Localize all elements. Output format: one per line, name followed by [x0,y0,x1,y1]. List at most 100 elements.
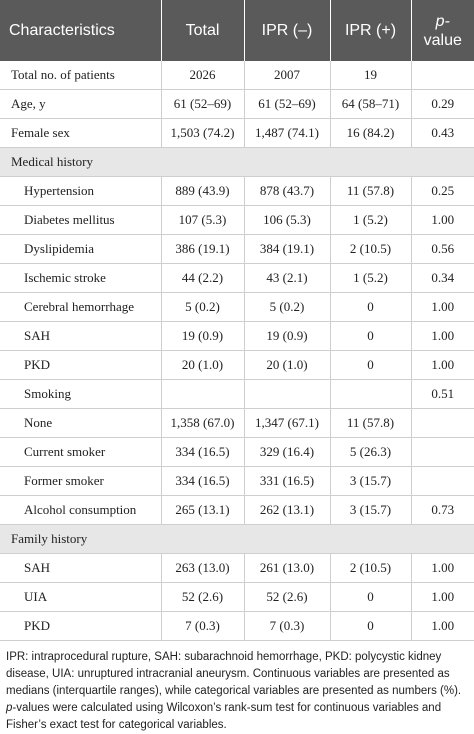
cell-ipr-negative: 384 (19.1) [244,234,331,264]
cell-total: 263 (13.0) [161,553,245,583]
cell-total: 20 (1.0) [161,350,245,380]
table-row: UIA 52 (2.6) 52 (2.6) 0 1.00 [0,582,474,612]
cell-total: 61 (52–69) [161,89,245,119]
cell-total: 2026 [161,61,245,90]
table-row: Dyslipidemia 386 (19.1) 384 (19.1) 2 (10… [0,234,474,264]
cell-p-value: 1.00 [411,553,474,583]
row-label: SAH [0,553,162,583]
cell-ipr-positive: 0 [330,582,412,612]
cell-p-value [411,437,474,467]
row-label: Age, y [0,89,162,119]
section-label: Medical history [0,147,474,177]
cell-ipr-negative: 1,487 (74.1) [244,118,331,148]
cell-total: 7 (0.3) [161,611,245,641]
footnote-p-letter: p [6,702,13,714]
cell-ipr-positive: 11 (57.8) [330,408,412,438]
cell-p-value: 0.56 [411,234,474,264]
cell-ipr-positive: 3 (15.7) [330,495,412,525]
row-label: Dyslipidemia [0,234,162,264]
row-label: Ischemic stroke [0,263,162,293]
cell-ipr-negative: 1,347 (67.1) [244,408,331,438]
table-row: Hypertension 889 (43.9) 878 (43.7) 11 (5… [0,176,474,206]
cell-total: 107 (5.3) [161,205,245,235]
cell-ipr-negative: 106 (5.3) [244,205,331,235]
cell-ipr-positive: 0 [330,350,412,380]
cell-ipr-positive: 1 (5.2) [330,205,412,235]
table-row: PKD 7 (0.3) 7 (0.3) 0 1.00 [0,611,474,641]
cell-p-value [411,466,474,496]
cell-ipr-negative: 261 (13.0) [244,553,331,583]
cell-ipr-positive: 11 (57.8) [330,176,412,206]
cell-ipr-negative: 19 (0.9) [244,321,331,351]
table-row: Female sex 1,503 (74.2) 1,487 (74.1) 16 … [0,118,474,148]
cell-ipr-negative: 7 (0.3) [244,611,331,641]
cell-p-value: 1.00 [411,582,474,612]
cell-ipr-positive: 2 (10.5) [330,234,412,264]
cell-ipr-positive: 5 (26.3) [330,437,412,467]
table-row: Former smoker 334 (16.5) 331 (16.5) 3 (1… [0,466,474,496]
row-label: Total no. of patients [0,61,162,90]
table-row: Age, y 61 (52–69) 61 (52–69) 64 (58–71) … [0,89,474,119]
col-header-p-value: p-value [411,0,474,61]
cell-total: 44 (2.2) [161,263,245,293]
row-label: Current smoker [0,437,162,467]
row-label: Smoking [0,379,162,409]
cell-ipr-negative: 878 (43.7) [244,176,331,206]
cell-p-value: 1.00 [411,350,474,380]
cell-ipr-negative: 43 (2.1) [244,263,331,293]
cell-ipr-negative: 52 (2.6) [244,582,331,612]
cell-total: 52 (2.6) [161,582,245,612]
row-label: Hypertension [0,176,162,206]
cell-p-value: 0.25 [411,176,474,206]
cell-p-value [411,408,474,438]
cell-p-value: 0.51 [411,379,474,409]
value-word: value [423,31,462,49]
row-label: Alcohol consumption [0,495,162,525]
cell-total [161,379,245,409]
cell-p-value: 1.00 [411,321,474,351]
cell-total: 265 (13.1) [161,495,245,525]
table-row: SAH 263 (13.0) 261 (13.0) 2 (10.5) 1.00 [0,553,474,583]
p-letter: p- [435,12,450,30]
cell-p-value: 0.43 [411,118,474,148]
cell-ipr-positive: 64 (58–71) [330,89,412,119]
col-header-total: Total [161,0,245,61]
row-label: Cerebral hemorrhage [0,292,162,322]
table-footnote: IPR: intraprocedural rupture, SAH: subar… [0,641,474,734]
cell-p-value: 0.73 [411,495,474,525]
section-row: Family history [0,524,474,554]
cell-ipr-negative [244,379,331,409]
row-label: SAH [0,321,162,351]
cell-ipr-positive: 0 [330,292,412,322]
cell-p-value: 0.29 [411,89,474,119]
cell-p-value: 1.00 [411,205,474,235]
characteristics-table: Characteristics Total IPR (–) IPR (+) p-… [0,0,474,641]
footnote-tests: -values were calculated using Wilcoxon’s… [6,702,442,731]
table-row: Alcohol consumption 265 (13.1) 262 (13.1… [0,495,474,525]
row-label: Diabetes mellitus [0,205,162,235]
table-row: Diabetes mellitus 107 (5.3) 106 (5.3) 1 … [0,205,474,235]
cell-total: 1,358 (67.0) [161,408,245,438]
cell-ipr-negative: 2007 [244,61,331,90]
cell-total: 889 (43.9) [161,176,245,206]
footnote-abbreviations: IPR: intraprocedural rupture, SAH: subar… [6,651,462,697]
cell-ipr-negative: 329 (16.4) [244,437,331,467]
cell-total: 386 (19.1) [161,234,245,264]
cell-ipr-positive: 0 [330,321,412,351]
cell-ipr-positive: 19 [330,61,412,90]
cell-ipr-positive: 1 (5.2) [330,263,412,293]
cell-total: 5 (0.2) [161,292,245,322]
col-header-ipr-negative: IPR (–) [244,0,331,61]
table-row: SAH 19 (0.9) 19 (0.9) 0 1.00 [0,321,474,351]
row-label: Female sex [0,118,162,148]
table-row: Smoking 0.51 [0,379,474,409]
section-label: Family history [0,524,474,554]
col-header-characteristics: Characteristics [0,0,162,61]
header-row: Characteristics Total IPR (–) IPR (+) p-… [0,0,474,61]
cell-total: 19 (0.9) [161,321,245,351]
cell-total: 334 (16.5) [161,437,245,467]
cell-ipr-positive: 2 (10.5) [330,553,412,583]
col-header-ipr-positive: IPR (+) [330,0,412,61]
table-row: None 1,358 (67.0) 1,347 (67.1) 11 (57.8) [0,408,474,438]
row-label: Former smoker [0,466,162,496]
